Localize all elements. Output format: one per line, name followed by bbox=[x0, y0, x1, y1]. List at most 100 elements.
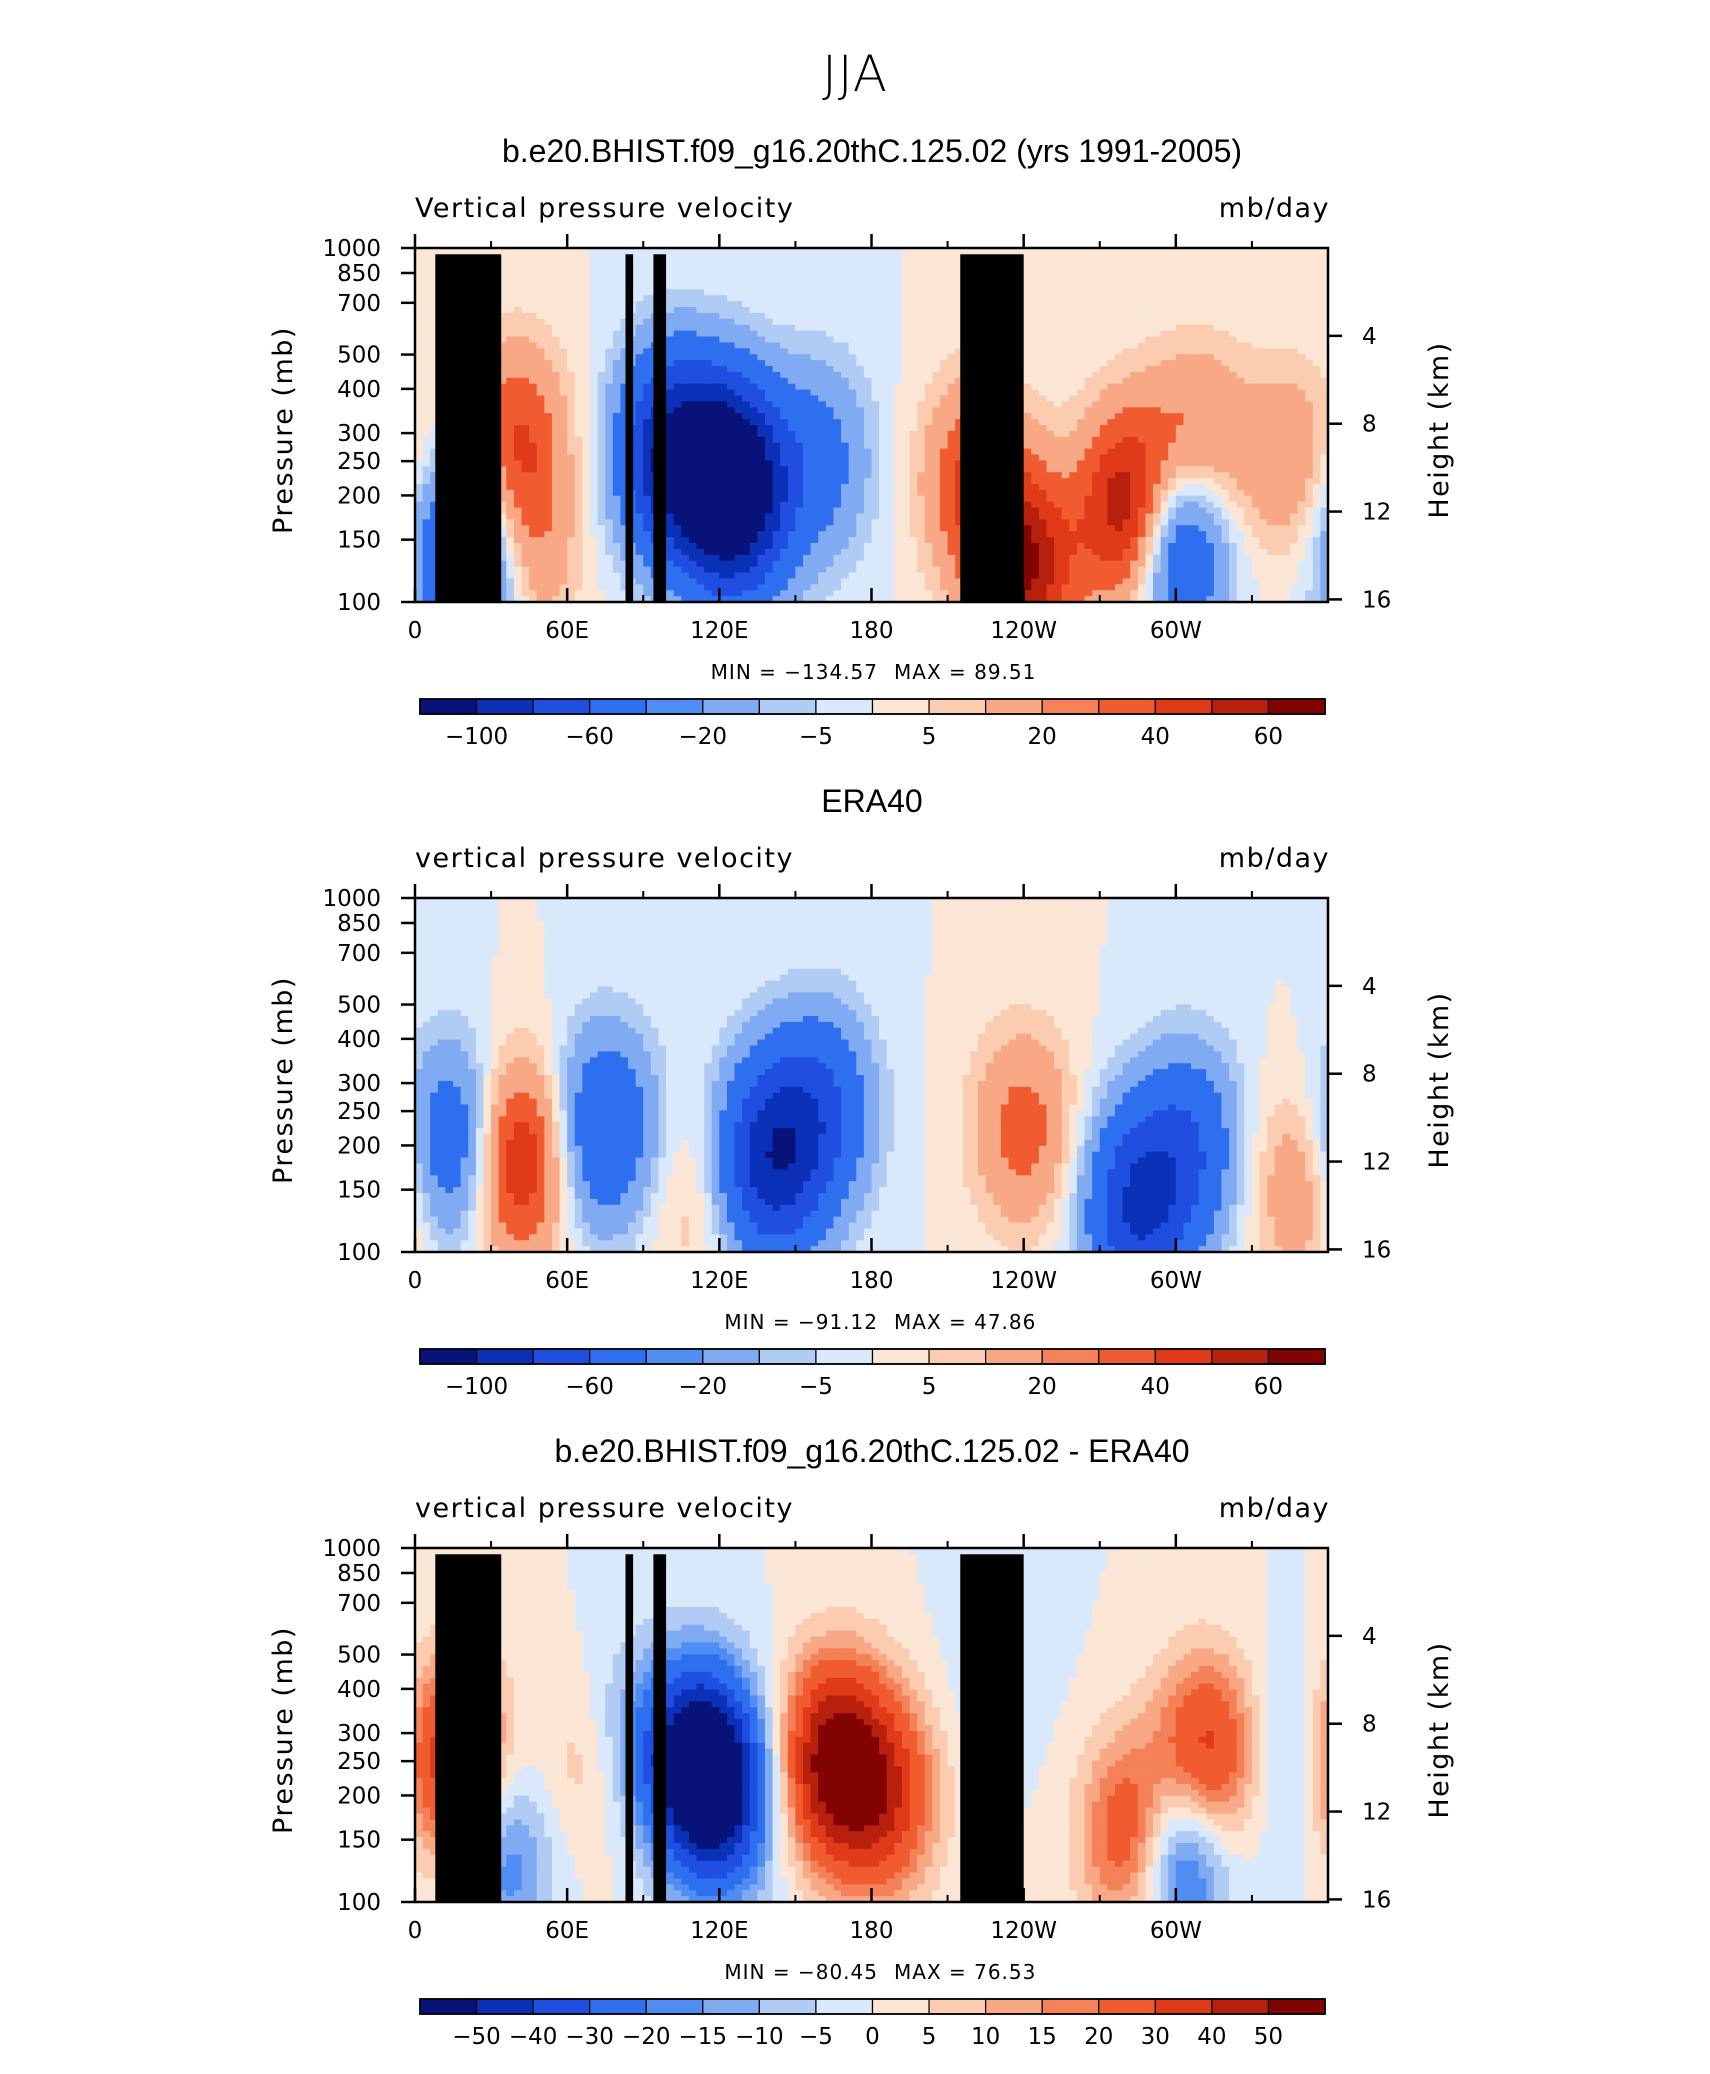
contour-cell bbox=[871, 436, 880, 444]
contour-cell bbox=[597, 578, 606, 585]
contour-cell bbox=[818, 472, 827, 479]
contour-cell bbox=[932, 525, 941, 532]
contour-cell bbox=[894, 436, 903, 444]
contour-cell bbox=[757, 543, 766, 550]
contour-cell bbox=[696, 454, 705, 461]
contour-cell bbox=[513, 472, 523, 479]
contour-cell bbox=[536, 301, 545, 308]
contour-cell bbox=[886, 578, 895, 585]
contour-cell bbox=[726, 248, 736, 255]
contour-cell bbox=[742, 425, 751, 432]
contour-cell bbox=[932, 484, 941, 491]
contour-cell bbox=[818, 289, 827, 296]
contour-cell bbox=[764, 354, 774, 361]
contour-cell bbox=[544, 501, 553, 509]
contour-cell bbox=[803, 566, 812, 574]
contour-cell bbox=[536, 389, 545, 397]
contour-cell bbox=[787, 572, 797, 579]
contour-cell bbox=[658, 248, 667, 255]
contour-cell bbox=[521, 259, 530, 267]
contour-cell bbox=[422, 513, 431, 520]
contour-cell bbox=[871, 253, 880, 261]
contour-cell bbox=[734, 330, 743, 338]
contour-cell bbox=[719, 360, 728, 367]
contour-cell bbox=[825, 460, 835, 467]
contour-cell bbox=[772, 489, 781, 497]
contour-cell bbox=[422, 460, 431, 467]
contour-cell bbox=[711, 584, 720, 591]
contour-cell bbox=[879, 307, 888, 314]
contour-cell bbox=[681, 425, 690, 432]
contour-cell bbox=[666, 366, 675, 373]
contour-cell bbox=[780, 324, 789, 332]
contour-cell bbox=[947, 259, 956, 267]
contour-cell bbox=[818, 425, 827, 432]
contour-cell bbox=[726, 507, 736, 515]
contour-cell bbox=[643, 348, 652, 355]
contour-cell bbox=[711, 360, 720, 367]
contour-cell bbox=[513, 283, 523, 290]
contour-cell bbox=[521, 283, 530, 290]
contour-cell bbox=[574, 537, 583, 544]
contour-cell bbox=[901, 513, 911, 520]
contour-cell bbox=[704, 525, 713, 532]
contour-cell bbox=[422, 572, 431, 579]
contour-cell bbox=[711, 407, 720, 414]
contour-cell bbox=[932, 354, 941, 361]
contour-cell bbox=[666, 324, 675, 332]
contour-cell bbox=[1038, 590, 1048, 597]
contour-cell bbox=[589, 466, 599, 473]
contour-cell bbox=[1046, 271, 1055, 279]
contour-cell bbox=[498, 289, 507, 296]
contour-cell bbox=[833, 324, 842, 332]
contour-cell bbox=[506, 578, 515, 585]
contour-cell bbox=[513, 425, 523, 432]
contour-cell bbox=[1023, 566, 1032, 574]
contour-cell bbox=[582, 259, 591, 267]
contour-cell bbox=[574, 430, 583, 438]
contour-cell bbox=[711, 419, 720, 426]
contour-cell bbox=[498, 572, 507, 579]
contour-cell bbox=[833, 478, 842, 485]
contour-cell bbox=[506, 401, 515, 408]
contour-cell bbox=[597, 430, 606, 438]
contour-cell bbox=[871, 525, 880, 532]
contour-cell bbox=[536, 295, 545, 302]
contour-cell bbox=[818, 401, 827, 408]
contour-cell bbox=[894, 253, 903, 261]
contour-cell bbox=[924, 354, 933, 361]
contour-cell bbox=[848, 584, 857, 591]
contour-cell bbox=[863, 566, 873, 574]
contour-cell bbox=[894, 572, 903, 579]
contour-cell bbox=[833, 407, 842, 414]
contour-cell bbox=[582, 383, 591, 391]
contour-cell bbox=[620, 460, 629, 467]
contour-cell bbox=[589, 537, 599, 544]
contour-cell bbox=[544, 478, 553, 485]
contour-cell bbox=[719, 460, 728, 467]
contour-cell bbox=[856, 560, 865, 568]
contour-cell bbox=[856, 596, 865, 602]
contour-cell bbox=[863, 419, 873, 426]
contour-cell bbox=[521, 554, 530, 562]
contour-cell bbox=[795, 348, 804, 355]
contour-cell bbox=[704, 519, 713, 526]
contour-cell bbox=[704, 419, 713, 426]
contour-cell bbox=[871, 419, 880, 426]
contour-cell bbox=[605, 460, 614, 467]
contour-cell bbox=[764, 531, 774, 538]
contour-cell bbox=[688, 318, 698, 326]
contour-cell bbox=[1038, 318, 1048, 326]
contour-cell bbox=[764, 360, 774, 367]
contour-cell bbox=[711, 454, 720, 461]
contour-cell bbox=[909, 501, 918, 509]
contour-cell bbox=[772, 307, 781, 314]
contour-cell bbox=[803, 525, 812, 532]
contour-cell bbox=[749, 495, 758, 503]
contour-cell bbox=[833, 531, 842, 538]
contour-cell bbox=[901, 454, 911, 461]
contour-cell bbox=[536, 360, 545, 367]
contour-cell bbox=[803, 324, 812, 332]
contour-cell bbox=[605, 271, 614, 279]
contour-cell bbox=[955, 566, 964, 574]
